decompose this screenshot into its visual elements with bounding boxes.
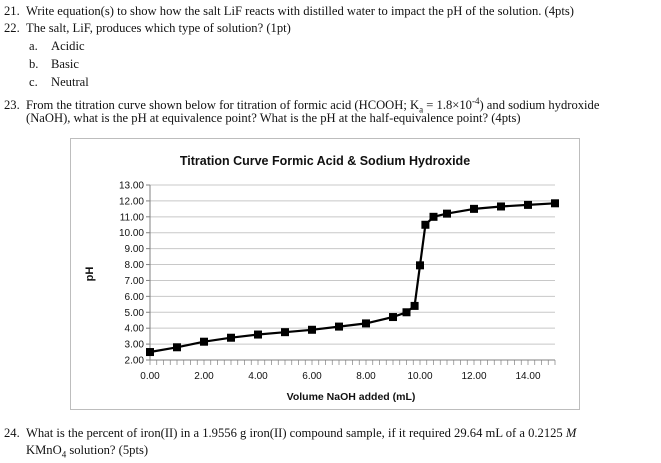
series-line — [149, 202, 556, 354]
x-tick-label: 0.00 — [140, 371, 160, 382]
question-23: 23. From the titration curve shown below … — [4, 93, 599, 118]
gridlines — [150, 184, 555, 345]
question-text: Write equation(s) to show how the salt L… — [26, 4, 574, 18]
question-text-part: ) and sodium hydroxide — [479, 98, 600, 113]
question-23-line2: (NaOH), what is the pH at equivalence po… — [26, 110, 521, 126]
x-tick-label: 8.00 — [356, 371, 376, 382]
option-letter: a. — [29, 39, 38, 53]
y-tick-label: 4.00 — [125, 324, 145, 335]
y-tick-label: 10.00 — [119, 228, 144, 239]
data-point — [421, 220, 430, 229]
subscript: 4 — [61, 449, 67, 460]
axes — [146, 184, 556, 365]
data-point — [416, 261, 424, 270]
data-point — [254, 330, 262, 339]
x-tick-label: 2.00 — [194, 371, 214, 382]
question-text: (NaOH), what is the pH at equivalence po… — [26, 111, 521, 125]
option-letter: b. — [29, 57, 39, 71]
y-tick-label: 7.00 — [125, 276, 145, 287]
molarity-symbol: M — [565, 426, 577, 440]
question-number: 23. — [4, 98, 20, 113]
data-point — [443, 209, 451, 218]
y-tick-label: 5.00 — [125, 308, 145, 319]
y-tick-label: 8.00 — [125, 260, 145, 271]
y-tick-label: 13.00 — [119, 181, 144, 192]
data-point — [200, 337, 208, 346]
question-number: 24. — [4, 426, 20, 440]
data-point — [470, 204, 478, 213]
option-label: Acidic — [51, 39, 85, 53]
data-point — [335, 322, 343, 331]
y-tick-label: 6.00 — [125, 292, 145, 303]
x-axis-label: Volume NaOH added (mL) — [287, 391, 416, 403]
data-point — [497, 202, 505, 211]
x-tick-label: 12.00 — [461, 371, 486, 382]
x-tick-label: 10.00 — [407, 371, 432, 382]
x-tick-labels: 0.00 2.00 4.00 6.00 8.00 10.00 12.00 14.00 — [140, 371, 541, 382]
y-tick-labels: 2.00 3.00 4.00 5.00 6.00 7.00 8.00 9.00 10.00 11.… — [119, 181, 144, 367]
y-tick-label: 11.00 — [120, 212, 145, 223]
option-label: Neutral — [51, 75, 89, 89]
option-b: b. Basic — [29, 56, 79, 72]
series-group — [146, 199, 559, 357]
subscript: a — [419, 104, 424, 115]
data-point — [524, 200, 532, 209]
data-point — [402, 308, 411, 317]
superscript: -4 — [471, 96, 480, 106]
data-point — [362, 319, 370, 328]
y-tick-label: 3.00 — [125, 340, 145, 351]
option-c: c. Neutral — [29, 74, 89, 90]
titration-chart: Titration Curve Formic Acid & Sodium Hyd… — [70, 138, 580, 410]
x-tick-label: 6.00 — [302, 371, 322, 382]
x-tick-label: 14.00 — [515, 371, 540, 382]
question-22: 22. The salt, LiF, produces which type of… — [4, 20, 291, 36]
question-text: The salt, LiF, produces which type of so… — [26, 21, 291, 35]
question-text-part: = 1.8×10 — [423, 98, 472, 113]
question-24: 24. What is the percent of iron(II) in a … — [4, 425, 576, 441]
option-label: Basic — [51, 57, 79, 71]
option-a: a. Acidic — [29, 38, 85, 54]
data-point — [389, 313, 397, 322]
data-point — [227, 333, 235, 342]
x-tick-label: 4.00 — [248, 371, 268, 382]
question-text-part: From the titration curve shown below for… — [26, 98, 420, 113]
question-text-part: solution? (5pts) — [66, 443, 149, 457]
data-point — [146, 348, 154, 357]
y-axis-label: pH — [84, 267, 96, 282]
data-point — [429, 212, 438, 221]
data-point — [551, 199, 559, 208]
data-point — [281, 328, 289, 337]
question-text-part: KMnO — [26, 443, 62, 457]
question-21: 21. Write equation(s) to show how the sal… — [4, 3, 574, 19]
y-tick-label: 2.00 — [125, 356, 145, 367]
y-tick-label: 12.00 — [119, 196, 144, 207]
data-point — [410, 301, 419, 310]
question-24-line2: KMnO4 solution? (5pts) — [26, 442, 148, 463]
question-number: 21. — [4, 4, 20, 18]
y-tick-label: 9.00 — [125, 244, 145, 255]
option-letter: c. — [29, 75, 38, 89]
question-number: 22. — [4, 21, 20, 35]
data-point — [308, 325, 316, 334]
data-point — [173, 343, 181, 352]
question-text-part: What is the percent of iron(II) in a 1.9… — [26, 426, 566, 440]
chart-title: Titration Curve Formic Acid & Sodium Hyd… — [180, 154, 470, 168]
chart-svg: Titration Curve Formic Acid & Sodium Hyd… — [84, 154, 559, 403]
